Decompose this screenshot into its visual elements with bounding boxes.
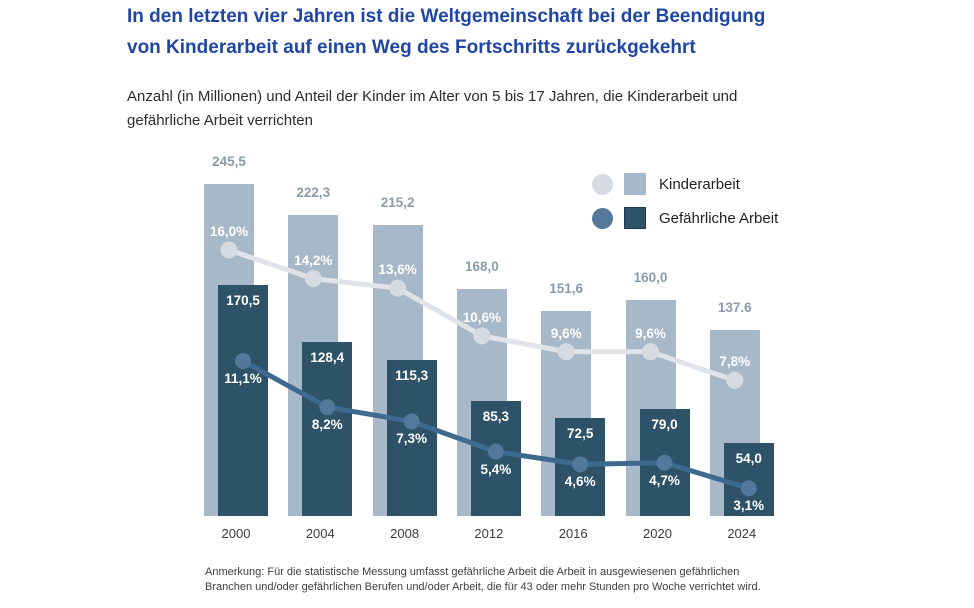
value-label-kinderarbeit-2012: 168,0 (464, 258, 499, 274)
pct-label-kinderarbeit-2016: 9,6% (550, 325, 582, 341)
legend-line-marker-icon (592, 207, 613, 229)
chart-footnote: Anmerkung: Für die statistische Messung … (205, 565, 825, 595)
legend-label: Gefährliche Arbeit (659, 209, 779, 227)
value-label-gefaehrliche-arbeit-2000: 170,5 (226, 293, 260, 309)
pct-label-gefaehrliche-arbeit-2000: 11,1% (224, 371, 262, 386)
page-title-line1: In den letzten vier Jahren ist die Weltg… (127, 6, 766, 27)
year-label-2008: 2008 (390, 526, 420, 541)
value-label-kinderarbeit-2000: 245,5 (212, 154, 246, 170)
pct-label-kinderarbeit-2024: 7,8% (719, 354, 751, 370)
chart-footnote-line1: Anmerkung: Für die statistische Messung … (205, 566, 740, 578)
pct-label-kinderarbeit-2004: 14,2% (294, 252, 333, 268)
legend-label: Kinderarbeit (659, 175, 740, 193)
chart-footnote-line2: Branchen und/oder gefährlichen Berufen u… (205, 581, 761, 593)
legend-line-marker-icon (592, 173, 613, 195)
value-label-gefaehrliche-arbeit-2016: 72,5 (567, 425, 594, 441)
pct-label-gefaehrliche-arbeit-2004: 8,2% (311, 417, 343, 433)
value-label-gefaehrliche-arbeit-2020: 79,0 (651, 417, 678, 433)
value-label-gefaehrliche-arbeit-2024: 54,0 (735, 450, 762, 466)
legend-item-kinderarbeit: Kinderarbeit (592, 171, 778, 197)
value-label-gefaehrliche-arbeit-2012: 85,3 (482, 408, 510, 424)
value-label-kinderarbeit-2024: 137.6 (717, 299, 752, 315)
page-title: In den letzten vier Jahren ist die Weltg… (127, 1, 957, 63)
pct-label-gefaehrliche-arbeit-2016: 4,6% (564, 474, 596, 490)
pct-label-gefaehrliche-arbeit-2008: 7,3% (396, 431, 427, 447)
pct-label-kinderarbeit-2020: 9,6% (635, 325, 666, 341)
year-label-2024: 2024 (727, 526, 757, 541)
pct-label-gefaehrliche-arbeit-2012: 5,4% (480, 461, 512, 477)
legend-bar-swatch-icon (624, 207, 646, 229)
year-label-2016: 2016 (558, 526, 588, 541)
chart-subtitle-line1: Anzahl (in Millionen) und Anteil der Kin… (127, 88, 738, 105)
legend-item-gefaehrliche-arbeit: Gefährliche Arbeit (592, 205, 778, 231)
legend-bar-swatch-icon (624, 173, 646, 195)
bar-gefaehrliche-arbeit-2000 (218, 285, 268, 516)
pct-label-gefaehrliche-arbeit-2024: 3,1% (733, 498, 765, 514)
chart-subtitle: Anzahl (in Millionen) und Anteil der Kin… (127, 85, 887, 133)
value-label-kinderarbeit-2004: 222,3 (296, 185, 331, 201)
value-label-kinderarbeit-2020: 160,0 (633, 269, 668, 285)
pct-label-kinderarbeit-2008: 13,6% (378, 262, 417, 278)
value-label-kinderarbeit-2008: 215,2 (380, 195, 415, 211)
chart-legend: Kinderarbeit Gefährliche Arbeit (592, 171, 778, 239)
pct-label-kinderarbeit-2012: 10,6% (462, 309, 502, 325)
year-label-2020: 2020 (643, 526, 672, 541)
value-label-gefaehrliche-arbeit-2004: 128,4 (310, 350, 345, 366)
value-label-kinderarbeit-2016: 151,6 (549, 281, 584, 297)
year-label-2000: 2000 (221, 526, 251, 541)
page-title-line2: von Kinderarbeit auf einen Weg des Forts… (127, 37, 696, 58)
year-label-2012: 2012 (474, 526, 504, 541)
year-label-2004: 2004 (305, 526, 335, 541)
chart-subtitle-line2: gefährliche Arbeit verrichten (127, 112, 313, 129)
pct-label-kinderarbeit-2000: 16,0% (209, 224, 249, 239)
value-label-gefaehrliche-arbeit-2008: 115,3 (395, 368, 429, 384)
pct-label-gefaehrliche-arbeit-2020: 4,7% (649, 472, 680, 488)
